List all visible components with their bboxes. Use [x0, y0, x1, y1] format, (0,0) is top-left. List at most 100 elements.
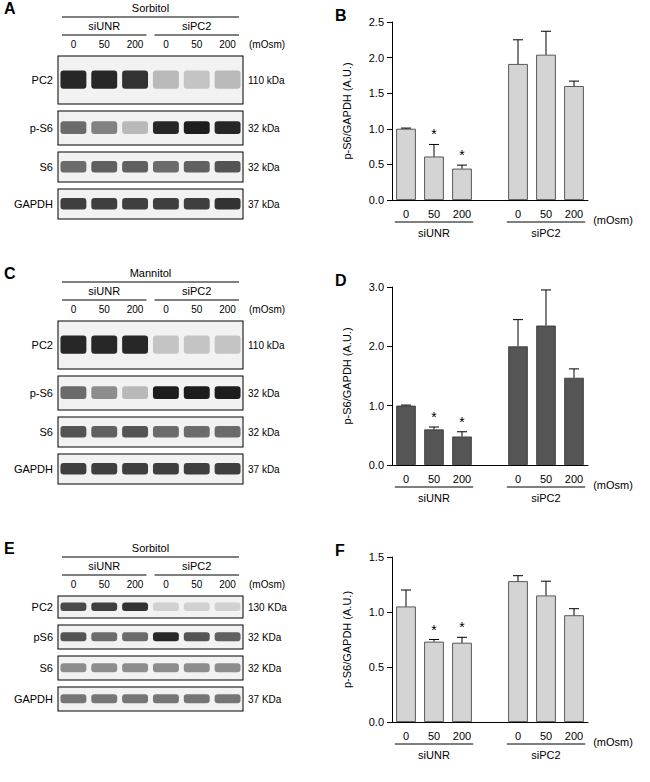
svg-text:3.0: 3.0 [369, 281, 384, 293]
svg-text:32 KDa: 32 KDa [248, 632, 282, 643]
svg-text:0: 0 [403, 730, 409, 742]
svg-text:GAPDH: GAPDH [14, 463, 53, 475]
svg-text:0: 0 [71, 304, 77, 315]
svg-text:0: 0 [71, 39, 77, 50]
svg-text:32 kDa: 32 kDa [248, 123, 280, 134]
svg-text:200: 200 [127, 304, 144, 315]
svg-text:1.0: 1.0 [369, 606, 384, 618]
svg-text:1.5: 1.5 [369, 87, 384, 99]
svg-text:0.0: 0.0 [369, 194, 384, 206]
svg-text:F: F [335, 542, 345, 559]
svg-text:200: 200 [565, 730, 583, 742]
svg-text:32 kDa: 32 kDa [248, 162, 280, 173]
svg-text:200: 200 [127, 39, 144, 50]
svg-text:(mOsm): (mOsm) [593, 736, 633, 748]
svg-text:PC2: PC2 [32, 339, 53, 351]
svg-text:*: * [459, 619, 465, 635]
svg-text:*: * [459, 147, 465, 163]
svg-text:200: 200 [453, 473, 471, 485]
svg-text:GAPDH: GAPDH [14, 693, 53, 705]
svg-text:0: 0 [515, 473, 521, 485]
svg-text:0: 0 [163, 304, 169, 315]
svg-text:0: 0 [71, 579, 77, 590]
svg-text:0: 0 [163, 579, 169, 590]
svg-text:37 kDa: 37 kDa [248, 199, 280, 210]
svg-text:p-S6/GAPDH (A.U.): p-S6/GAPDH (A.U.) [341, 591, 353, 688]
svg-text:200: 200 [127, 579, 144, 590]
svg-text:110 kDa: 110 kDa [248, 340, 285, 351]
svg-text:0: 0 [163, 39, 169, 50]
svg-text:Mannitol: Mannitol [130, 267, 172, 279]
svg-text:200: 200 [219, 304, 236, 315]
svg-text:0.5: 0.5 [369, 661, 384, 673]
svg-text:(mOsm): (mOsm) [249, 304, 285, 315]
svg-text:p-S6/GAPDH (A.U.): p-S6/GAPDH (A.U.) [341, 327, 353, 424]
svg-text:*: * [459, 414, 465, 430]
svg-text:(mOsm): (mOsm) [593, 479, 633, 491]
svg-text:0.0: 0.0 [369, 716, 384, 728]
svg-text:37 KDa: 37 KDa [248, 694, 282, 705]
svg-text:*: * [431, 126, 437, 142]
svg-text:50: 50 [540, 730, 552, 742]
svg-text:50: 50 [99, 304, 111, 315]
svg-text:PC2: PC2 [32, 74, 53, 86]
svg-text:50: 50 [540, 473, 552, 485]
svg-text:siPC2: siPC2 [531, 749, 560, 761]
svg-text:siPC2: siPC2 [182, 20, 211, 32]
svg-text:200: 200 [453, 208, 471, 220]
svg-text:0.0: 0.0 [369, 459, 384, 471]
svg-text:(mOsm): (mOsm) [249, 39, 285, 50]
svg-text:50: 50 [191, 39, 203, 50]
svg-text:siPC2: siPC2 [531, 227, 560, 239]
svg-text:siPC2: siPC2 [182, 560, 211, 572]
svg-text:E: E [4, 540, 15, 557]
svg-text:110 kDa: 110 kDa [248, 75, 285, 86]
svg-text:*: * [431, 409, 437, 425]
svg-text:50: 50 [191, 579, 203, 590]
svg-text:200: 200 [565, 473, 583, 485]
svg-text:2.0: 2.0 [369, 52, 384, 64]
svg-text:siPC2: siPC2 [182, 285, 211, 297]
svg-text:1.0: 1.0 [369, 400, 384, 412]
svg-text:(mOsm): (mOsm) [593, 214, 633, 226]
svg-text:1.0: 1.0 [369, 123, 384, 135]
svg-text:S6: S6 [40, 161, 53, 173]
svg-text:S6: S6 [40, 662, 53, 674]
svg-text:50: 50 [428, 208, 440, 220]
svg-text:*: * [431, 622, 437, 638]
svg-text:37 kDa: 37 kDa [248, 464, 280, 475]
svg-text:50: 50 [428, 473, 440, 485]
svg-text:200: 200 [219, 39, 236, 50]
svg-text:siUNR: siUNR [88, 20, 120, 32]
svg-text:0: 0 [403, 473, 409, 485]
svg-text:1.5: 1.5 [369, 551, 384, 563]
svg-text:32 kDa: 32 kDa [248, 427, 280, 438]
svg-text:32 KDa: 32 KDa [248, 663, 282, 674]
svg-text:50: 50 [428, 730, 440, 742]
svg-text:p-S6: p-S6 [30, 122, 53, 134]
svg-text:A: A [4, 0, 16, 17]
svg-text:50: 50 [99, 579, 111, 590]
svg-text:2.0: 2.0 [369, 340, 384, 352]
svg-text:50: 50 [99, 39, 111, 50]
svg-text:Sorbitol: Sorbitol [132, 2, 169, 14]
svg-text:32 kDa: 32 kDa [248, 388, 280, 399]
svg-text:siUNR: siUNR [418, 492, 450, 504]
svg-text:GAPDH: GAPDH [14, 198, 53, 210]
svg-text:Sorbitol: Sorbitol [132, 542, 169, 554]
svg-text:S6: S6 [40, 426, 53, 438]
svg-text:0: 0 [515, 730, 521, 742]
svg-text:200: 200 [219, 579, 236, 590]
svg-text:siUNR: siUNR [88, 560, 120, 572]
svg-text:p-S6/GAPDH (A.U.): p-S6/GAPDH (A.U.) [341, 62, 353, 159]
svg-text:130 KDa: 130 KDa [248, 602, 287, 613]
svg-text:200: 200 [453, 730, 471, 742]
svg-text:0: 0 [403, 208, 409, 220]
svg-text:PC2: PC2 [32, 601, 53, 613]
svg-text:p-S6: p-S6 [30, 387, 53, 399]
svg-text:200: 200 [565, 208, 583, 220]
svg-text:C: C [4, 265, 16, 282]
svg-text:siUNR: siUNR [88, 285, 120, 297]
svg-text:50: 50 [191, 304, 203, 315]
svg-text:siUNR: siUNR [418, 227, 450, 239]
